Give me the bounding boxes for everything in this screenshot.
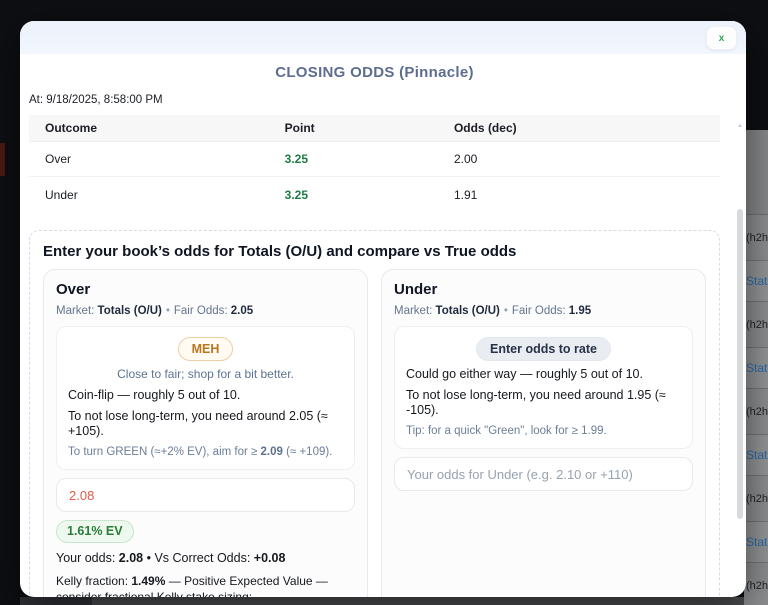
close-button[interactable]: x bbox=[706, 26, 737, 50]
closing-timestamp: At: 9/18/2025, 8:58:00 PM bbox=[29, 94, 163, 106]
coinflip-line: Coin-flip — roughly 5 out of 10. bbox=[68, 388, 241, 402]
section-heading: Enter your book’s odds for Totals (O/U) … bbox=[43, 243, 517, 260]
closing-odds-modal: x CLOSING ODDS (Pinnacle) At: 9/18/2025,… bbox=[20, 21, 746, 597]
background-red-element bbox=[0, 143, 5, 176]
h2h-label: (h2h bbox=[746, 579, 768, 592]
dot-separator: • bbox=[503, 305, 508, 317]
close-icon: x bbox=[718, 32, 725, 44]
ev-badge: 1.61% EV bbox=[56, 520, 134, 543]
fair-odds-value: 1.95 bbox=[568, 305, 592, 317]
kelly-label: Kelly fraction: bbox=[56, 574, 132, 588]
fair-odds-value: 2.05 bbox=[230, 305, 254, 317]
closing-odds-table: Outcome Point Odds (dec) Over 3.25 2.00 … bbox=[29, 115, 720, 212]
result-odds: 2.08 bbox=[118, 551, 144, 565]
under-odds-input[interactable] bbox=[394, 457, 693, 491]
kelly-fraction-line: Kelly fraction: 1.49% — Positive Expecte… bbox=[56, 573, 355, 597]
tip-line: Tip: for a quick "Green", look for ≥ 1.9… bbox=[406, 425, 607, 437]
rating-note: Close to fair; shop for a bit better. bbox=[117, 367, 294, 381]
table-row: Over 3.25 2.00 bbox=[29, 142, 720, 177]
market-value: Totals (O/U) bbox=[97, 305, 162, 317]
odds-cell: 1.91 bbox=[453, 187, 478, 202]
background-stats-cell: Stats bbox=[744, 348, 768, 389]
either-way-line: Could go either way — roughly 5 out of 1… bbox=[406, 367, 643, 381]
point-cell: 3.25 bbox=[284, 187, 309, 202]
background-h2h-cell: (h2h bbox=[744, 302, 768, 348]
rating-badge-meh: MEH bbox=[177, 337, 234, 361]
result-mid: • Vs Correct Odds: bbox=[143, 551, 254, 565]
modal-title: CLOSING ODDS (Pinnacle) bbox=[275, 64, 474, 81]
market-label: Market: bbox=[394, 305, 433, 317]
over-card: Over Market: Totals (O/U) • Fair Odds: 2.0… bbox=[43, 269, 368, 597]
stats-link[interactable]: Stats bbox=[746, 535, 768, 549]
result-diff: +0.08 bbox=[253, 551, 286, 565]
compare-odds-section: Enter your book’s odds for Totals (O/U) … bbox=[29, 230, 720, 597]
col-header-point: Point bbox=[284, 121, 315, 135]
col-header-odds: Odds (dec) bbox=[453, 121, 517, 135]
rating-badge-neutral: Enter odds to rate bbox=[476, 337, 611, 361]
outcome-cell: Over bbox=[45, 152, 72, 166]
over-card-title: Over bbox=[56, 281, 91, 298]
under-card: Under Market: Totals (O/U) • Fair Odds: 1.… bbox=[381, 269, 706, 597]
fair-odds-label: Fair Odds: bbox=[173, 305, 228, 317]
badge-wrapper: MEH bbox=[68, 337, 343, 361]
stats-link[interactable]: Stats bbox=[746, 448, 768, 462]
green-target-line: To turn GREEN (≈+2% EV), aim for ≥ 2.09 … bbox=[68, 445, 343, 459]
background-h2h-cell: (h2h bbox=[744, 563, 768, 605]
breakeven-line: To not lose long-term, you need around 2… bbox=[68, 409, 328, 438]
background-table-cell bbox=[744, 130, 768, 215]
kelly-rest: — Positive Expected Value — consider fra… bbox=[56, 574, 328, 597]
green-target-suffix: (≈ +109). bbox=[282, 446, 333, 458]
over-rating-box: MEH Close to fair; shop for a bit better… bbox=[56, 326, 355, 470]
breakeven-line: To not lose long-term, you need around 1… bbox=[406, 388, 666, 417]
dot-separator: • bbox=[165, 305, 170, 317]
h2h-label: (h2h bbox=[746, 318, 768, 331]
under-rating-box: Enter odds to rate Could go either way —… bbox=[394, 326, 693, 449]
green-target-value: 2.09 bbox=[260, 446, 283, 458]
table-row: Under 3.25 1.91 bbox=[29, 177, 720, 212]
over-market-line: Market: Totals (O/U) • Fair Odds: 2.05 bbox=[56, 304, 355, 318]
ev-result-text: Your odds: 2.08 • Vs Correct Odds: +0.08 bbox=[56, 551, 285, 565]
badge-wrapper: Enter odds to rate bbox=[406, 337, 681, 361]
modal-header: x bbox=[20, 21, 746, 54]
h2h-label: (h2h bbox=[746, 405, 768, 418]
background-h2h-cell: (h2h bbox=[744, 476, 768, 522]
outcome-cell: Under bbox=[45, 187, 78, 202]
result-label: Your odds: bbox=[56, 551, 119, 565]
kelly-value: 1.49% bbox=[131, 574, 166, 588]
table-header-row: Outcome Point Odds (dec) bbox=[29, 115, 720, 142]
col-header-outcome: Outcome bbox=[45, 121, 98, 135]
market-value: Totals (O/U) bbox=[435, 305, 500, 317]
under-market-line: Market: Totals (O/U) • Fair Odds: 1.95 bbox=[394, 304, 693, 318]
over-odds-input[interactable] bbox=[56, 478, 355, 512]
market-label: Market: bbox=[56, 305, 95, 317]
background-stats-cell: Stats bbox=[744, 522, 768, 563]
fair-odds-label: Fair Odds: bbox=[511, 305, 566, 317]
green-target-prefix: To turn GREEN (≈+2% EV), aim for ≥ bbox=[68, 446, 261, 458]
scrollbar-up-arrow-icon[interactable]: ▲ bbox=[737, 123, 743, 129]
point-cell: 3.25 bbox=[284, 152, 309, 166]
under-card-title: Under bbox=[394, 281, 438, 298]
h2h-label: (h2h bbox=[746, 492, 768, 505]
h2h-label: (h2h bbox=[746, 231, 768, 244]
modal-body: CLOSING ODDS (Pinnacle) At: 9/18/2025, 8… bbox=[20, 54, 746, 597]
background-h2h-cell: (h2h bbox=[744, 389, 768, 435]
background-stats-cell: Stats bbox=[744, 435, 768, 476]
odds-cell: 2.00 bbox=[453, 152, 478, 166]
cards-row: Over Market: Totals (O/U) • Fair Odds: 2.0… bbox=[43, 269, 706, 597]
stats-link[interactable]: Stats bbox=[746, 274, 768, 288]
stats-link[interactable]: Stats bbox=[746, 361, 768, 375]
scrollbar-thumb[interactable] bbox=[737, 209, 743, 519]
background-page-column: (h2h Stats (h2h Stats (h2h Stats (h2h St… bbox=[744, 130, 768, 605]
background-horizontal-scrollbar bbox=[20, 597, 746, 605]
over-ev-row: 1.61% EV Your odds: 2.08 • Vs Correct Od… bbox=[56, 520, 355, 565]
background-horizontal-scrollbar-end bbox=[20, 597, 92, 605]
background-stats-cell: Stats bbox=[744, 261, 768, 302]
background-h2h-cell: (h2h bbox=[744, 215, 768, 261]
